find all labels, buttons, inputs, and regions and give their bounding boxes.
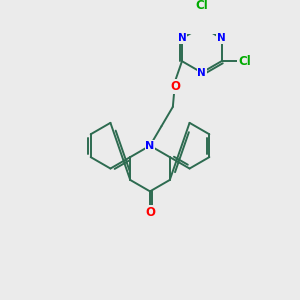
Text: Cl: Cl — [238, 55, 251, 68]
Text: O: O — [145, 206, 155, 219]
Text: N: N — [146, 141, 154, 151]
Text: N: N — [197, 68, 206, 78]
Text: Cl: Cl — [195, 0, 208, 12]
Text: O: O — [170, 80, 180, 93]
Text: N: N — [217, 33, 226, 43]
Text: N: N — [178, 33, 186, 43]
